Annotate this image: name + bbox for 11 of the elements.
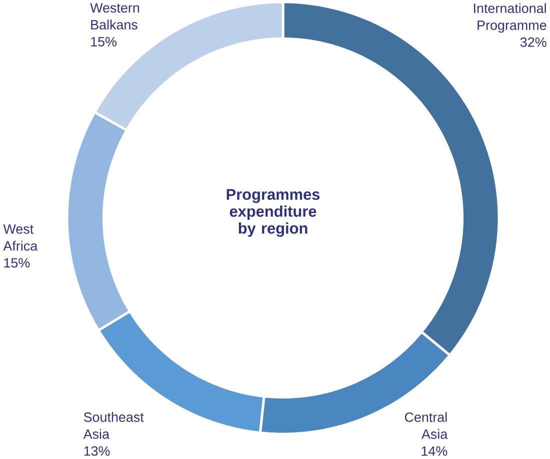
data-label: 32% bbox=[520, 37, 546, 47]
slice-label: West Africa bbox=[3, 224, 38, 251]
slice-label: International Programme bbox=[474, 3, 546, 33]
data-label: 13% bbox=[84, 446, 110, 456]
text: Programmes expenditure by region bbox=[226, 189, 320, 237]
data-label: 14% bbox=[422, 446, 448, 456]
slice-label: Central Asia bbox=[404, 412, 448, 439]
slice-label: Southeast Asia bbox=[83, 412, 144, 439]
slice-label: Western Balkans bbox=[90, 3, 140, 30]
data-label: 15% bbox=[91, 36, 117, 46]
data-label: 15% bbox=[4, 258, 30, 268]
